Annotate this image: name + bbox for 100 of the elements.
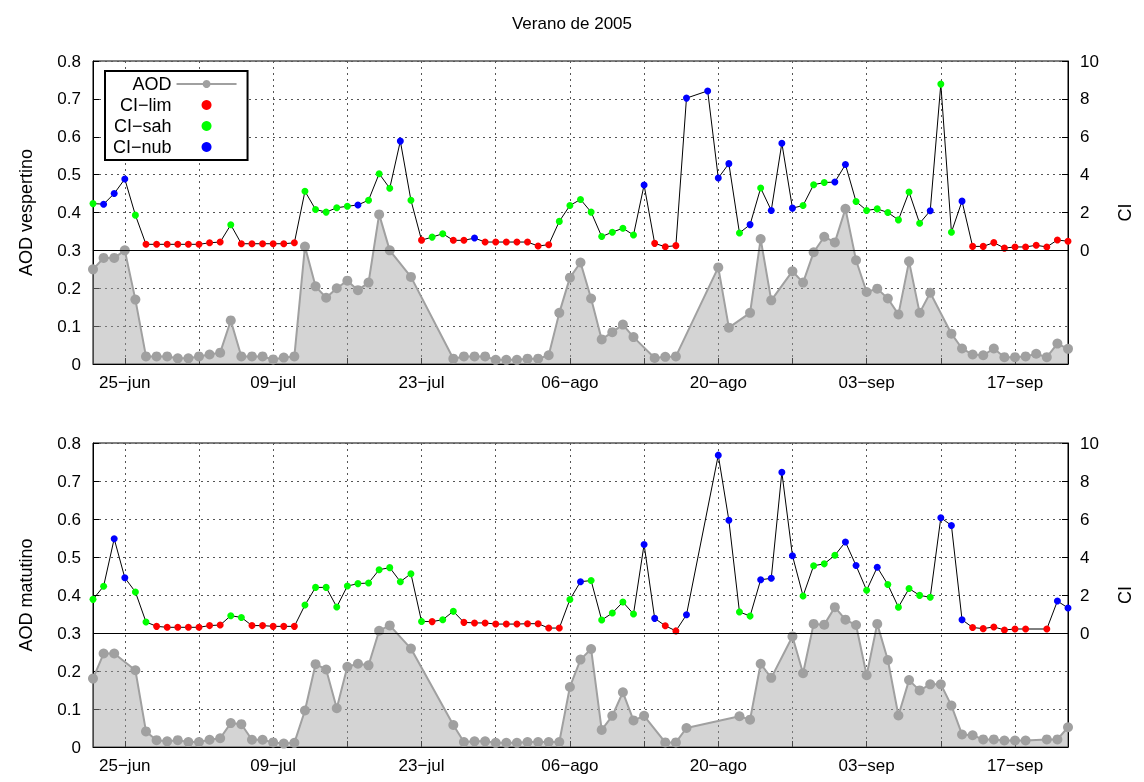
x-tick-label: 06−ago	[541, 373, 599, 392]
point	[100, 200, 108, 208]
y-tick-label: 0.3	[57, 623, 81, 643]
x-tick-label: 09−jul	[250, 373, 297, 392]
point	[259, 622, 267, 630]
point	[110, 190, 118, 198]
y2-tick-label: 10	[1080, 51, 1099, 71]
point	[545, 241, 553, 249]
point	[89, 595, 97, 603]
point	[566, 596, 574, 604]
point	[1022, 625, 1030, 633]
point	[184, 623, 192, 631]
chart-title: Verano de 2005	[511, 14, 633, 33]
point	[365, 579, 373, 587]
point	[269, 622, 277, 630]
y-tick-label: 0.1	[57, 699, 81, 719]
y-axis-title: AOD matutino	[16, 538, 36, 652]
point	[280, 240, 288, 248]
point	[778, 139, 786, 147]
y2-axis-title: CI	[1115, 203, 1135, 222]
y2-tick-label: 4	[1080, 165, 1090, 185]
y-tick-label: 0.5	[57, 547, 81, 567]
point	[418, 236, 426, 244]
point	[449, 607, 457, 615]
point	[969, 623, 977, 631]
point	[290, 622, 298, 630]
y-tick-label: 0.4	[57, 203, 81, 222]
x-tick-label: 25−jun	[99, 756, 151, 775]
point	[206, 239, 214, 247]
point	[237, 613, 245, 621]
point	[524, 238, 532, 246]
x-tick-label: 06−ago	[541, 756, 599, 775]
point	[640, 540, 648, 548]
point	[810, 181, 818, 189]
y2-tick-label: 6	[1080, 509, 1090, 529]
point	[841, 161, 849, 169]
point	[810, 562, 818, 570]
point	[905, 585, 913, 593]
point	[163, 623, 171, 631]
y-tick-label: 0	[71, 737, 81, 757]
point	[672, 242, 680, 250]
point	[312, 205, 320, 213]
x-tick-label: 17−sep	[986, 756, 1044, 775]
point	[142, 240, 150, 248]
point	[322, 583, 330, 591]
point	[153, 240, 161, 248]
x-tick-label: 03−sep	[838, 373, 895, 392]
point	[524, 620, 532, 628]
y2-tick-label: 4	[1080, 547, 1090, 567]
point	[990, 239, 998, 247]
point	[873, 563, 881, 571]
point	[290, 239, 298, 247]
y2-tick-label: 8	[1080, 471, 1090, 491]
point	[714, 451, 722, 459]
y-tick-label: 0.2	[57, 661, 81, 681]
point	[587, 208, 595, 216]
y-tick-label: 0.6	[57, 127, 81, 147]
y2-tick-label: 6	[1080, 127, 1090, 147]
point	[216, 238, 224, 246]
legend-label: CI−nub	[113, 137, 172, 157]
point	[661, 622, 669, 630]
point	[396, 578, 404, 586]
point	[630, 231, 637, 239]
point	[1053, 597, 1061, 605]
y-tick-label: 0.6	[57, 509, 81, 529]
point	[131, 588, 139, 596]
point	[269, 240, 277, 248]
point	[841, 538, 849, 546]
point	[259, 240, 267, 248]
y-tick-label: 0	[71, 354, 81, 374]
point	[460, 236, 468, 244]
point	[788, 204, 796, 212]
y2-tick-label: 8	[1080, 89, 1090, 109]
point	[873, 205, 881, 213]
point	[163, 240, 171, 248]
point	[407, 570, 415, 578]
point	[884, 209, 892, 216]
y-tick-label: 0.3	[57, 240, 81, 260]
point	[894, 216, 902, 224]
point	[100, 582, 108, 590]
point	[682, 611, 690, 619]
point	[735, 608, 743, 616]
point	[492, 238, 500, 246]
point	[375, 566, 383, 574]
y-tick-label: 0.8	[57, 51, 81, 71]
point	[714, 174, 722, 182]
point	[534, 620, 542, 628]
point	[926, 207, 934, 215]
point	[788, 552, 796, 560]
point	[651, 239, 659, 247]
point	[184, 240, 192, 248]
point	[757, 576, 765, 584]
point	[725, 160, 733, 168]
point	[248, 240, 256, 248]
y2-tick-label: 10	[1080, 433, 1099, 453]
point	[947, 521, 955, 529]
point	[767, 574, 775, 582]
point	[1043, 625, 1051, 633]
point	[354, 580, 362, 588]
point	[333, 204, 341, 212]
